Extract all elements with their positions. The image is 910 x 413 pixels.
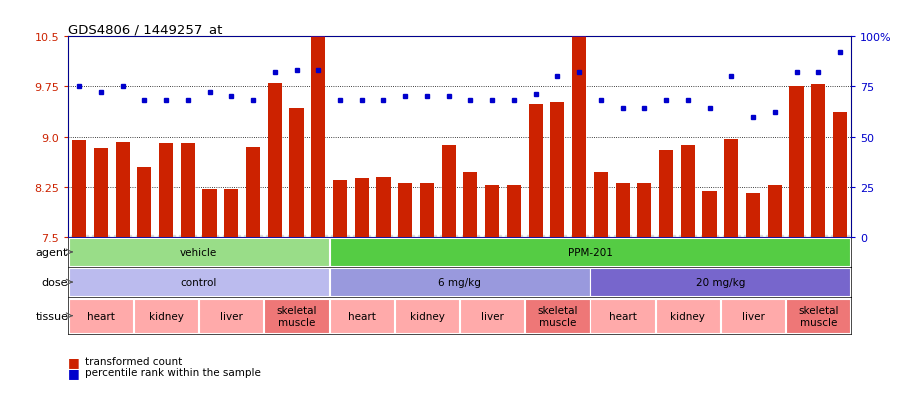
Bar	[703, 192, 716, 237]
Bar	[377, 177, 390, 237]
FancyBboxPatch shape	[329, 239, 851, 266]
Text: kidney: kidney	[148, 311, 184, 321]
Bar	[681, 145, 695, 237]
Bar	[246, 147, 260, 237]
Text: 6 mg/kg: 6 mg/kg	[438, 278, 481, 287]
FancyBboxPatch shape	[329, 268, 590, 296]
FancyBboxPatch shape	[655, 299, 720, 333]
Bar	[268, 84, 282, 237]
Bar	[790, 87, 804, 237]
Bar	[529, 105, 542, 237]
FancyBboxPatch shape	[264, 299, 329, 333]
Text: PPM-201: PPM-201	[568, 247, 612, 257]
FancyBboxPatch shape	[68, 299, 133, 333]
Bar	[833, 113, 847, 237]
FancyBboxPatch shape	[591, 268, 851, 296]
Bar	[94, 149, 108, 237]
Bar	[72, 140, 86, 237]
Text: agent: agent	[35, 247, 68, 257]
Bar	[637, 184, 652, 237]
FancyBboxPatch shape	[68, 268, 329, 296]
Text: ■: ■	[68, 366, 80, 379]
Bar	[333, 180, 347, 237]
Text: kidney: kidney	[410, 311, 444, 321]
FancyBboxPatch shape	[199, 299, 264, 333]
Bar	[551, 102, 564, 237]
Text: tissue: tissue	[35, 311, 68, 321]
Bar	[203, 189, 217, 237]
Bar	[420, 184, 434, 237]
FancyBboxPatch shape	[460, 299, 524, 333]
Bar	[724, 139, 738, 237]
FancyBboxPatch shape	[786, 299, 851, 333]
Bar	[485, 185, 500, 237]
Text: kidney: kidney	[671, 311, 705, 321]
Bar	[137, 167, 151, 237]
Text: heart: heart	[609, 311, 636, 321]
Bar	[289, 109, 304, 237]
Text: dose: dose	[42, 278, 68, 287]
Text: skeletal
muscle: skeletal muscle	[798, 305, 838, 327]
Text: 20 mg/kg: 20 mg/kg	[696, 278, 745, 287]
FancyBboxPatch shape	[721, 299, 785, 333]
Text: ■: ■	[68, 355, 80, 368]
Text: liver: liver	[220, 311, 243, 321]
Bar	[659, 151, 673, 237]
Bar	[311, 37, 325, 237]
Text: liver: liver	[480, 311, 503, 321]
Bar	[441, 145, 456, 237]
Text: skeletal
muscle: skeletal muscle	[277, 305, 317, 327]
Bar	[615, 184, 630, 237]
FancyBboxPatch shape	[134, 299, 198, 333]
Text: skeletal
muscle: skeletal muscle	[537, 305, 578, 327]
Text: control: control	[180, 278, 217, 287]
Text: heart: heart	[348, 311, 376, 321]
Bar	[224, 189, 238, 237]
Bar	[181, 144, 195, 237]
Bar	[463, 173, 478, 237]
Bar	[811, 85, 825, 237]
FancyBboxPatch shape	[329, 299, 394, 333]
Text: vehicle: vehicle	[180, 247, 217, 257]
Bar	[746, 194, 760, 237]
FancyBboxPatch shape	[591, 299, 655, 333]
Text: heart: heart	[87, 311, 115, 321]
Bar	[116, 142, 129, 237]
Bar	[399, 184, 412, 237]
Text: percentile rank within the sample: percentile rank within the sample	[85, 368, 260, 377]
Text: liver: liver	[742, 311, 764, 321]
Bar	[507, 185, 521, 237]
Bar	[355, 178, 369, 237]
Text: GDS4806 / 1449257_at: GDS4806 / 1449257_at	[68, 23, 223, 36]
FancyBboxPatch shape	[525, 299, 590, 333]
FancyBboxPatch shape	[395, 299, 460, 333]
Bar	[572, 37, 586, 237]
Bar	[594, 173, 608, 237]
Text: transformed count: transformed count	[85, 356, 182, 366]
Bar	[159, 144, 173, 237]
FancyBboxPatch shape	[68, 239, 329, 266]
Bar	[768, 185, 782, 237]
